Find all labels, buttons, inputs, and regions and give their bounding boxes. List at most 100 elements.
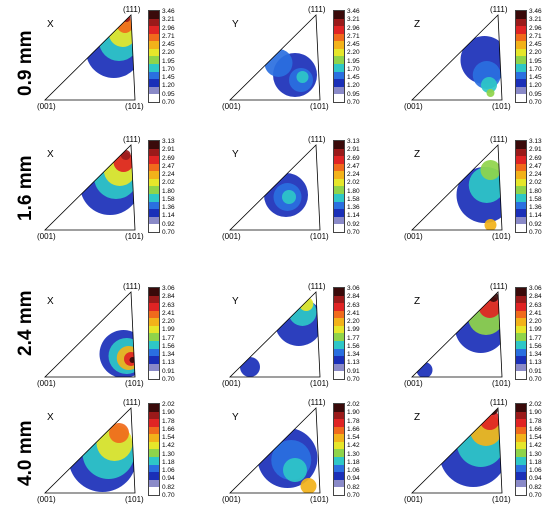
pole-label-right: (101) xyxy=(492,379,511,388)
pole-figure-0-0: X (111) (001) (101) 3.46 3.21 2.96 2.71 2.45 2.20… xyxy=(35,5,210,130)
pole-figure-3-0: X (111) (001) (101) 2.02 1.90 1.78 1.66 1.54 1.42… xyxy=(35,398,210,523)
color-scale-tick: 1.45 xyxy=(162,74,175,82)
pole-label-right: (101) xyxy=(310,232,329,241)
color-scale-segment xyxy=(334,26,344,34)
triangle-outline xyxy=(411,14,503,101)
color-scale-segment xyxy=(149,325,159,334)
color-scale-segment xyxy=(149,141,159,149)
color-scale-segment xyxy=(516,419,526,427)
pole-figure-1-2: Z (111) (001) (101) 3.13 2.91 2.69 2.47 2.24 2.02… xyxy=(402,135,550,260)
axis-label: X xyxy=(47,149,54,160)
color-scale-tick: 2.91 xyxy=(162,146,175,154)
color-scale-segment xyxy=(149,333,159,342)
color-scale-segment xyxy=(149,71,159,80)
pole-figure-3-2: Z (111) (001) (101) 2.02 1.90 1.78 1.66 1.54 1.42… xyxy=(402,398,550,523)
color-scale-segment xyxy=(334,163,344,172)
pole-label-left: (001) xyxy=(37,379,56,388)
color-scale-segment xyxy=(149,479,159,488)
color-scale-segment xyxy=(334,33,344,42)
pole-label-right: (101) xyxy=(310,495,329,504)
color-scale-tick: 1.30 xyxy=(529,450,542,458)
color-scale-segment xyxy=(149,411,159,420)
color-scale-tick: 0.70 xyxy=(162,229,175,236)
axis-label: X xyxy=(47,412,54,423)
color-scale-tick: 1.66 xyxy=(162,425,175,433)
color-scale-tick: 1.80 xyxy=(162,187,175,195)
color-scale-tick: 2.20 xyxy=(529,318,542,326)
triangle-outline xyxy=(411,291,503,378)
color-scale-tick: 1.80 xyxy=(529,187,542,195)
color-scale-tick: 2.63 xyxy=(347,301,360,309)
row-label-3: 4.0 mm xyxy=(15,420,36,486)
intensity-blob-0-1-3 xyxy=(296,71,309,83)
color-scale-tick: 3.06 xyxy=(162,285,175,292)
ipf-triangle-0-0 xyxy=(44,14,136,101)
color-scale-tick: 2.02 xyxy=(162,179,175,187)
color-scale-tick: 0.70 xyxy=(162,99,175,106)
color-scale-segment xyxy=(334,419,344,427)
color-scale-tick: 0.94 xyxy=(162,475,175,483)
pole-label-top: (111) xyxy=(490,5,508,14)
color-scale-tick: 2.91 xyxy=(529,146,542,154)
pole-label-top: (111) xyxy=(490,398,508,407)
pole-label-left: (001) xyxy=(222,102,241,111)
color-scale-segment xyxy=(334,487,344,495)
pole-label-left: (001) xyxy=(37,495,56,504)
color-scale-tick: 2.63 xyxy=(162,301,175,309)
color-scale-tick: 2.41 xyxy=(529,309,542,317)
color-scale-segment xyxy=(334,288,344,296)
axis-label: Y xyxy=(232,412,239,423)
color-scale-segment xyxy=(516,26,526,34)
intensity-blob-3-0-3 xyxy=(109,423,129,443)
color-scale-segment xyxy=(516,348,526,357)
axis-label: Y xyxy=(232,296,239,307)
color-scale-tick: 0.70 xyxy=(529,376,542,383)
color-scale-tick: 1.36 xyxy=(529,204,542,212)
color-scale-segment xyxy=(516,71,526,80)
color-scale-tick: 2.02 xyxy=(529,179,542,187)
color-scale-segment xyxy=(149,186,159,195)
color-scale-tick: 1.54 xyxy=(529,434,542,442)
color-scale-tick: 1.18 xyxy=(529,458,542,466)
color-scale-tick: 1.99 xyxy=(347,326,360,334)
color-scale-tick: 0.91 xyxy=(162,367,175,375)
color-scale-segment xyxy=(149,356,159,364)
color-scale-tick: 2.45 xyxy=(162,41,175,49)
color-scale-tick: 2.24 xyxy=(529,171,542,179)
pole-label-top: (111) xyxy=(490,135,508,144)
intensity-blob-1-2-2 xyxy=(480,160,501,180)
color-scale-segment xyxy=(334,333,344,342)
color-scale-tick: 1.77 xyxy=(347,334,360,342)
pole-figure-1-1: Y (111) (001) (101) 3.13 2.91 2.69 2.47 2.24 2.02… xyxy=(220,135,395,260)
color-scale-tick: 2.24 xyxy=(162,171,175,179)
color-scale-tick: 1.70 xyxy=(162,65,175,73)
color-scale-segment xyxy=(149,419,159,427)
color-scale-segment xyxy=(334,64,344,72)
color-scale-segment xyxy=(334,434,344,442)
color-scale-segment xyxy=(334,71,344,80)
color-scale-tick: 2.02 xyxy=(529,401,542,408)
color-scale-segment xyxy=(516,472,526,480)
color-scale-tick: 0.94 xyxy=(529,475,542,483)
intensity-blob-3-1-3 xyxy=(300,478,317,493)
color-scale-segment xyxy=(334,348,344,357)
color-scale-tick: 0.70 xyxy=(347,99,360,106)
color-scale-segment xyxy=(149,426,159,435)
color-scale-bar xyxy=(148,10,160,103)
intensity-blob-0-0-4 xyxy=(122,15,131,22)
color-scale-segment xyxy=(149,18,159,27)
triangle-outline xyxy=(411,144,503,231)
color-scale-segment xyxy=(334,318,344,326)
color-scale-tick: 1.78 xyxy=(529,417,542,425)
color-scale-tick: 0.94 xyxy=(347,475,360,483)
color-scale-segment xyxy=(516,64,526,72)
color-scale-tick: 1.54 xyxy=(162,434,175,442)
color-scale-segment xyxy=(516,141,526,149)
color-scale-segment xyxy=(516,356,526,364)
color-scale-segment xyxy=(516,171,526,179)
intensity-blob-0-1-1 xyxy=(264,49,293,77)
pole-label-top: (111) xyxy=(308,398,326,407)
ipf-triangle-3-2 xyxy=(411,407,503,494)
color-scale-tick: 2.20 xyxy=(347,49,360,57)
color-scale-segment xyxy=(516,464,526,473)
